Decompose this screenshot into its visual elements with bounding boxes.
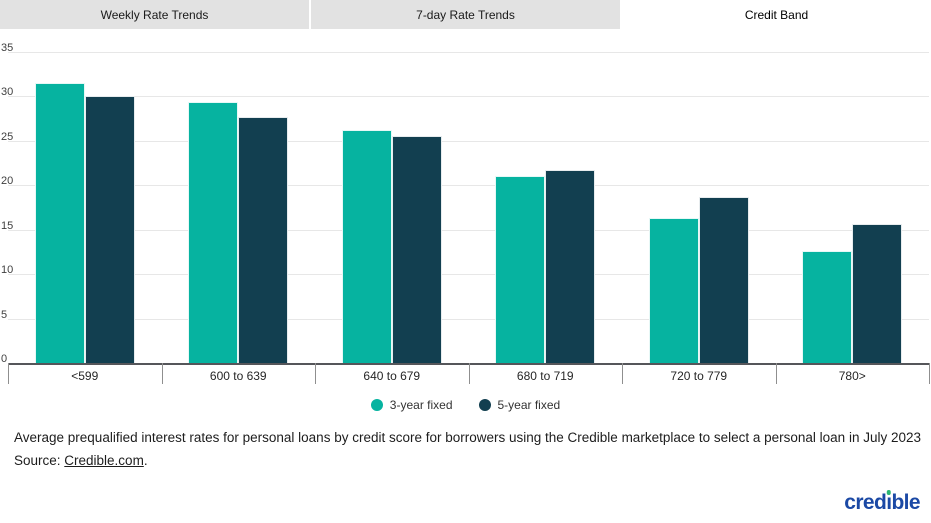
- gridline: [8, 52, 929, 53]
- tab-7day-rate-trends[interactable]: 7-day Rate Trends: [311, 0, 620, 29]
- y-axis-tick-label: 5: [1, 308, 8, 321]
- y-axis-tick-label: 10: [1, 264, 14, 277]
- bar-5-year-fixed-600 to 639[interactable]: [238, 116, 289, 363]
- x-axis-tick: [315, 363, 316, 384]
- tab-credit-band[interactable]: Credit Band: [622, 0, 931, 29]
- bar-3-year-fixed-720 to 779[interactable]: [648, 218, 699, 363]
- credible-com-link[interactable]: Credible.com: [64, 453, 144, 468]
- x-axis-tick: [468, 363, 470, 384]
- x-axis-tick: [161, 363, 163, 384]
- legend-item-3-year-fixed[interactable]: 3-year fixed: [370, 398, 453, 412]
- x-axis-tick: [8, 363, 9, 384]
- x-axis-tick-label: 720 to 779: [670, 369, 728, 383]
- bar-group-680 to 719: [469, 52, 623, 363]
- bar-3-year-fixed-600 to 639[interactable]: [188, 101, 239, 363]
- chart-legend: 3-year fixed 5-year fixed: [0, 394, 931, 416]
- bar-5-year-fixed-780>[interactable]: [852, 223, 903, 363]
- gridline: [8, 274, 929, 276]
- caption-source-prefix: Source:: [14, 453, 65, 468]
- bar-group-600 to 639: [162, 52, 316, 363]
- x-axis-tick-label: 640 to 679: [363, 369, 421, 383]
- y-axis-tick-label: 20: [1, 175, 14, 188]
- bar-group-720 to 779: [622, 52, 776, 363]
- logo-i-dot-icon: [886, 490, 892, 495]
- credible-logo[interactable]: credı ble: [844, 490, 921, 515]
- legend-label: 5-year fixed: [497, 398, 561, 412]
- gridline: [8, 96, 929, 98]
- logo-i: ı: [886, 490, 892, 514]
- bar-group-<599: [8, 52, 162, 363]
- y-axis-tick-label: 15: [1, 219, 14, 232]
- bar-3-year-fixed-680 to 719[interactable]: [495, 176, 546, 363]
- gridline: [8, 229, 929, 231]
- bar-3-year-fixed-640 to 679[interactable]: [341, 130, 392, 363]
- x-axis-tick: [622, 363, 623, 384]
- x-axis-tick: [775, 363, 777, 384]
- logo-text: cred: [844, 491, 887, 514]
- x-axis-tick-label: <599: [71, 369, 99, 383]
- tab-weekly-rate-trends[interactable]: Weekly Rate Trends: [0, 0, 309, 29]
- legend-dot-5-year: [478, 399, 491, 411]
- bar-5-year-fixed-680 to 719[interactable]: [545, 170, 596, 363]
- y-axis-tick-label: 25: [1, 130, 14, 143]
- gridline: [8, 140, 929, 142]
- y-axis-tick-label: 30: [1, 86, 14, 99]
- x-axis-tick-label: 680 to 719: [516, 369, 574, 383]
- caption-line1: Average prequalified interest rates for …: [14, 430, 921, 445]
- legend-dot-3-year: [370, 399, 383, 411]
- bar-3-year-fixed-780>[interactable]: [802, 251, 853, 363]
- legend-label: 3-year fixed: [389, 398, 453, 412]
- y-axis-tick-label: 35: [1, 42, 14, 54]
- gridline: [8, 318, 929, 320]
- bar-3-year-fixed-<599[interactable]: [34, 83, 85, 363]
- tab-bar: Weekly Rate Trends 7-day Rate Trends Cre…: [0, 0, 931, 29]
- bar-group-640 to 679: [315, 52, 469, 363]
- caption-source-line: Source: Credible.com.: [14, 449, 921, 472]
- x-axis-labels: <599 600 to 639 640 to 679 680 to 719 720 to…: [8, 366, 929, 386]
- caption-source-suffix: .: [143, 453, 148, 468]
- x-axis-tick-label: 780>: [838, 369, 866, 383]
- y-axis-tick-label: 0: [1, 353, 8, 365]
- x-axis-tick-label: 600 to 639: [209, 369, 267, 383]
- bar-5-year-fixed-<599[interactable]: [84, 96, 135, 363]
- bar-group-780>: [776, 52, 930, 363]
- legend-item-5-year-fixed[interactable]: 5-year fixed: [478, 398, 561, 412]
- chart-caption: Average prequalified interest rates for …: [14, 426, 921, 472]
- gridline: [8, 185, 929, 187]
- x-axis-tick: [929, 363, 930, 384]
- bar-5-year-fixed-720 to 779[interactable]: [698, 196, 749, 363]
- logo-text: ble: [891, 491, 920, 514]
- bar-5-year-fixed-640 to 679[interactable]: [391, 135, 442, 363]
